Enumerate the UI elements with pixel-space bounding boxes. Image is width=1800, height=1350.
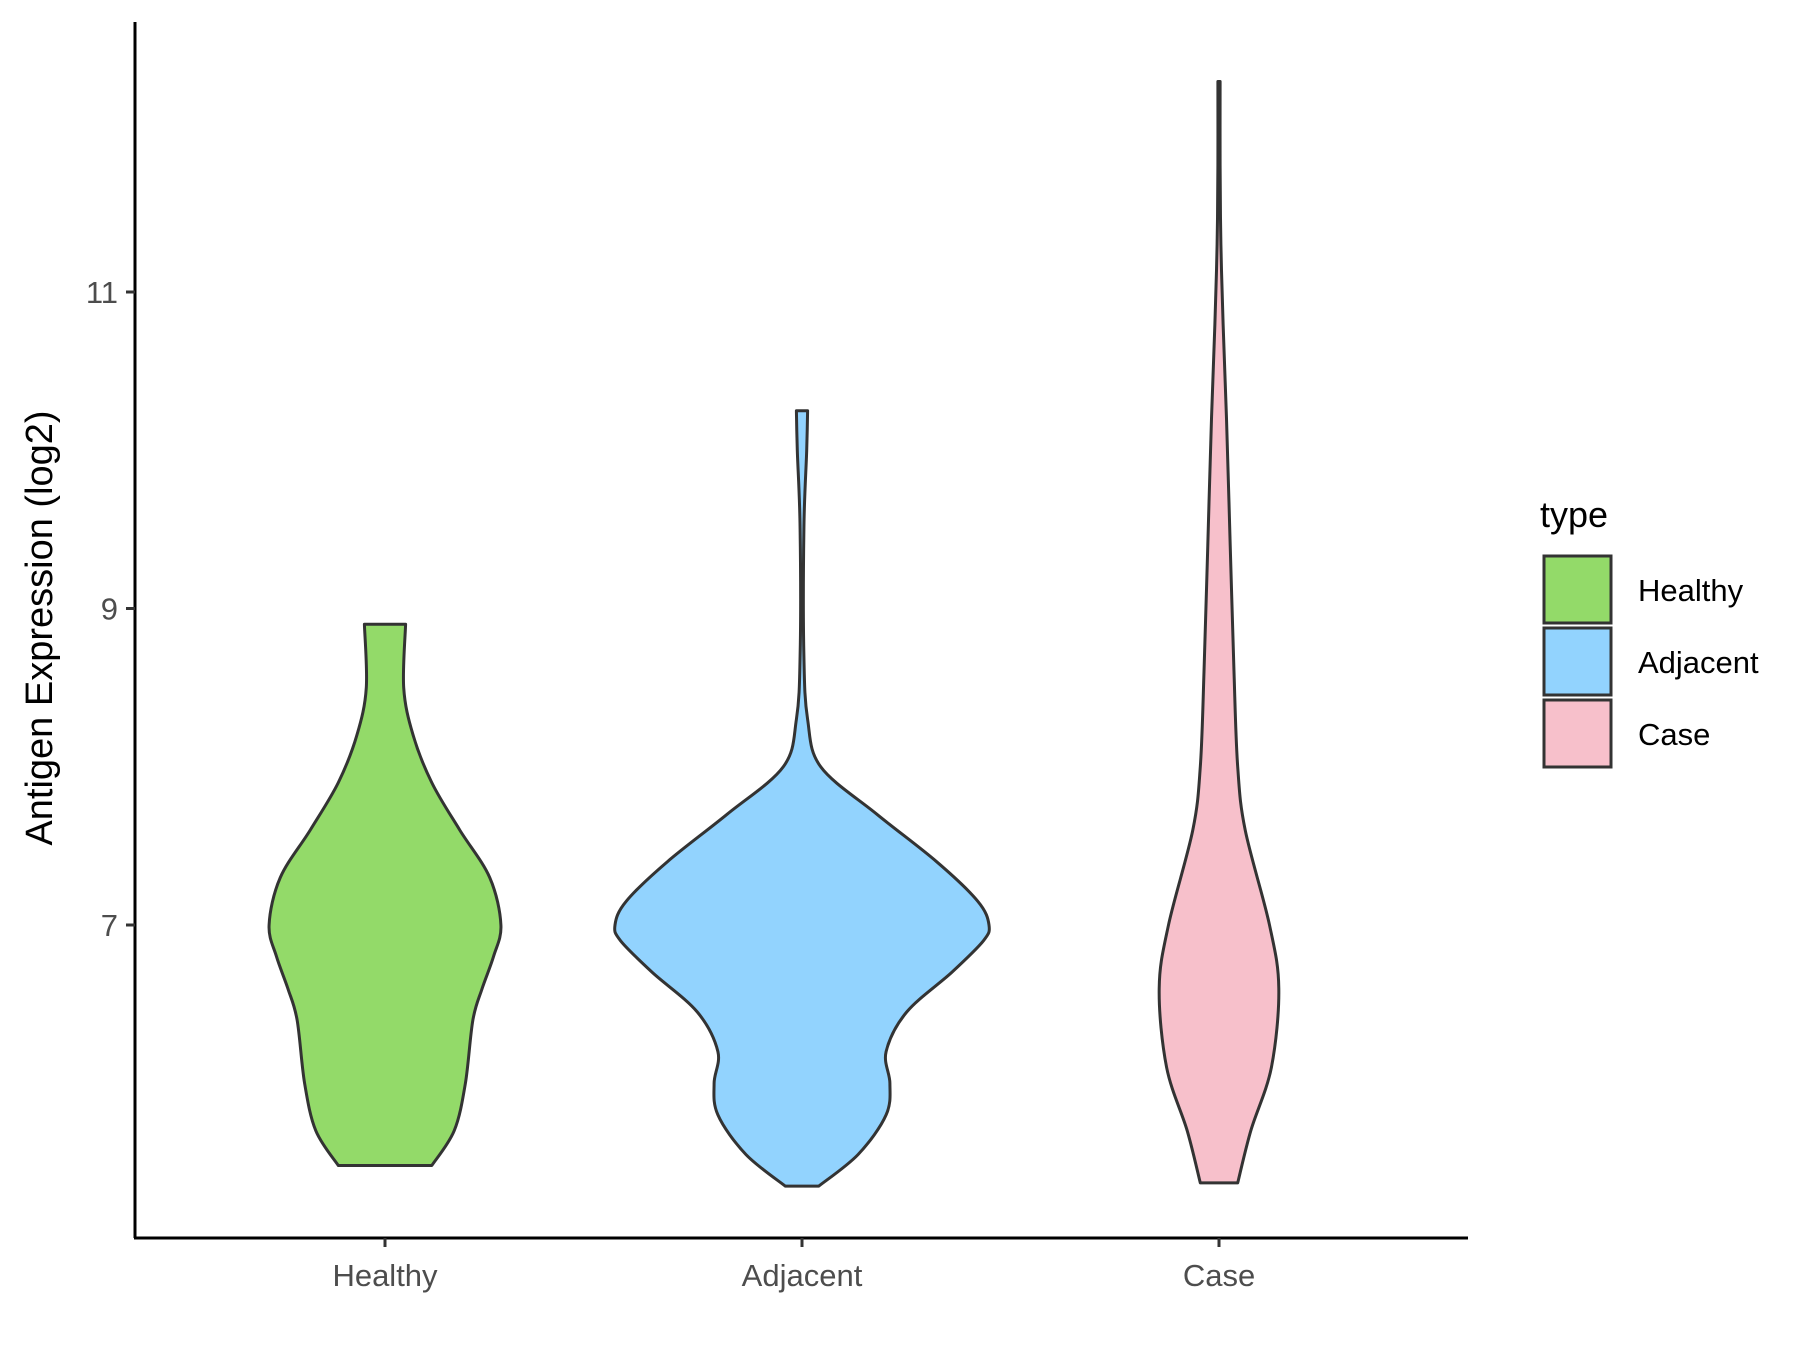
violin-adjacent	[613, 409, 991, 1188]
violin-case	[1157, 80, 1281, 1185]
x-tick-label: Healthy	[332, 1258, 438, 1293]
legend-swatch-adjacent	[1542, 626, 1613, 697]
legend-title: type	[1540, 494, 1608, 535]
violin-healthy	[267, 622, 503, 1167]
x-tick-label: Adjacent	[742, 1258, 863, 1293]
y-ticks-group: 7 9 11	[86, 275, 135, 943]
violins-group	[267, 80, 1281, 1188]
legend-label-adjacent: Adjacent	[1638, 645, 1759, 680]
legend-label-case: Case	[1638, 717, 1710, 752]
legend: type Healthy Adjacent Case	[1540, 494, 1759, 769]
y-tick-label: 9	[101, 592, 118, 627]
y-tick-label: 11	[86, 275, 118, 310]
y-tick-label: 7	[101, 908, 118, 943]
legend-label-healthy: Healthy	[1638, 573, 1744, 608]
x-tick-label: Case	[1183, 1258, 1255, 1293]
x-ticks-group: Healthy Adjacent Case	[332, 1238, 1255, 1293]
legend-entries: Healthy Adjacent Case	[1542, 554, 1759, 769]
legend-swatch-case	[1542, 698, 1613, 769]
y-axis-title: Antigen Expression (log2)	[19, 410, 61, 845]
legend-swatch-healthy	[1542, 554, 1613, 625]
